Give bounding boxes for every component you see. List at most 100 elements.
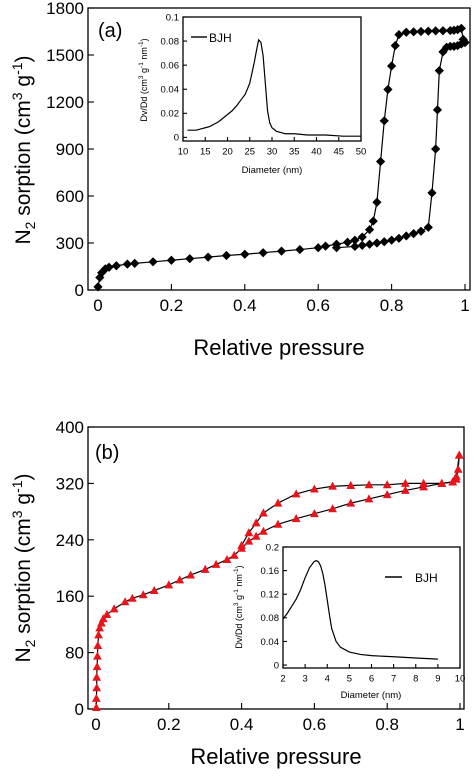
- panel-a-xtick-label: 0.6: [306, 296, 330, 315]
- panel-a-series-0-point: [221, 250, 232, 261]
- panel-a-series-1-point: [431, 144, 441, 154]
- panel-a-series-0-point: [342, 237, 353, 247]
- panel-b-xtick-label: 0: [91, 715, 100, 734]
- panel-a-inset-ytick-label: 0.1: [166, 12, 179, 23]
- panel-b-series-1-point: [237, 540, 246, 549]
- panel-b-series-1-point: [310, 484, 319, 493]
- panel-b-series-1-point: [273, 498, 283, 507]
- panel-a-series-0-point: [93, 282, 103, 292]
- panel-b-series-0-point: [92, 662, 102, 671]
- panel-b-xtick-label: 0.2: [157, 715, 181, 734]
- panel-b-series-0-point: [401, 485, 410, 494]
- panel-b-inset-legend: BJH: [415, 571, 438, 585]
- panel-a-series-0-point: [364, 225, 375, 235]
- panel-a-ytick-label: 300: [56, 234, 84, 253]
- panel-b-series-0-point: [259, 526, 268, 535]
- panel-a-inset: 10 15 20 25 30 35 40 45 50 0 0.02 0.04 0.06 0.08 0.1 B…: [138, 12, 366, 176]
- panel-a-series-0-point: [379, 116, 389, 126]
- panel-b-inset-xtick-label: 9: [435, 674, 440, 685]
- panel-a-series-0-point: [383, 84, 393, 95]
- panel-b-data: [91, 450, 464, 712]
- panel-a-inset-bjh-line: [187, 38, 361, 137]
- panel-b-inset-xtick-label: 8: [413, 674, 418, 685]
- panel-a-series-0-point: [423, 26, 433, 36]
- panel-b-xtick-label: 0.4: [230, 715, 254, 734]
- panel-b-ytick-label: 0: [75, 700, 84, 719]
- panel-b-ytick-label: 160: [56, 587, 84, 606]
- panel-b-series-1-point: [448, 477, 458, 486]
- panel-a-series-1-point: [394, 233, 404, 243]
- panel-a-series-1-point: [409, 229, 419, 239]
- panel-a-series-1-point: [364, 239, 375, 249]
- panel-a-series-0-point: [111, 261, 121, 271]
- panel-b-series-0-point: [93, 651, 102, 660]
- panel-b-series-0-point: [128, 593, 137, 602]
- panel-a-series-0-point: [166, 255, 176, 265]
- panel-b-series-0-point: [175, 575, 185, 584]
- panel-b-inset-ytick-label: 0.12: [261, 590, 280, 601]
- panel-a-xlabel: Relative pressure: [193, 335, 364, 360]
- panel-a-series-0-point: [458, 34, 468, 44]
- panel-a-inset-xtick-label: 35: [289, 147, 300, 158]
- panel-a-series-1-point: [416, 226, 426, 236]
- panel-a-series-0-point: [258, 248, 268, 258]
- panel-b-series-0-point: [328, 504, 337, 513]
- panel-a-inset-legend: BJH: [209, 31, 232, 45]
- panel-a-series-0-point: [438, 26, 448, 36]
- panel-b-series-0-point: [186, 570, 196, 579]
- panel-a-xtick-label: 0.8: [380, 296, 404, 315]
- panel-a-inset-ytick-label: 0.02: [161, 109, 180, 120]
- panel-a-series-1-point: [357, 240, 367, 250]
- panel-a-series-1-point: [331, 243, 342, 253]
- panel-a-series-0-point: [350, 235, 360, 245]
- panel-b-series-0-point: [364, 494, 374, 503]
- panel-b-inset-ylabel: Dv/Dd (cm3 g-1 nm-1): [233, 565, 244, 648]
- panel-a-inset-ytick-label: 0: [174, 133, 179, 144]
- panel-a-data: [93, 23, 470, 292]
- panel-b-inset-ytick-label: 0.04: [261, 637, 280, 648]
- panel-a-xtick-label: 0.4: [233, 296, 257, 315]
- panel-a-series-0-point: [372, 197, 382, 207]
- panel-a-series-0-point: [122, 259, 132, 269]
- panel-b-series-0-point: [244, 536, 254, 545]
- panel-b-xlabel: Relative pressure: [190, 744, 361, 769]
- panel-b-inset-ticks: 2 3 4 5 6 7 8 9 10 0 0.04 0.08 0.12 0.16 0.2: [261, 542, 466, 684]
- panel-b-series-0-point: [251, 531, 261, 540]
- panel-b-series-0-point: [222, 554, 232, 563]
- panel-b-series-1-point: [437, 478, 447, 487]
- panel-a-series-0-point: [148, 257, 158, 267]
- panel-b-ytick-label: 80: [65, 644, 84, 663]
- panel-b-series-1-point: [364, 480, 374, 489]
- panel-b-xtick-label: 1: [455, 715, 464, 734]
- panel-a-xtick-label: 1: [460, 296, 469, 315]
- panel-a-ytick-label: 0: [75, 281, 84, 300]
- panel-b-inset-frame: [282, 546, 461, 669]
- panel-a-series-0-point: [390, 41, 400, 51]
- panel-b-series-0-point: [98, 614, 108, 623]
- panel-a-series-0-point: [456, 23, 466, 33]
- panel-b-inset: 2 3 4 5 6 7 8 9 10 0 0.04 0.08 0.12 0.16 0.2 BJH Diame…: [233, 542, 465, 701]
- panel-b-series-0-point: [109, 604, 119, 613]
- panel-b-inset-ytick-label: 0.16: [261, 566, 280, 577]
- panel-a-inset-ytick-label: 0.06: [161, 60, 180, 71]
- panel-a-series-0-point: [368, 216, 378, 226]
- panel-a-series-1-point: [442, 42, 452, 52]
- panel-a-series-1-point: [401, 231, 411, 241]
- panel-a-series-0-point: [313, 243, 323, 253]
- panel-a-series-1-point: [387, 235, 397, 245]
- panel-a-series-0-point: [276, 246, 287, 256]
- panel-a-series-0-point: [431, 26, 441, 36]
- panel-b-series-0-point: [120, 597, 130, 606]
- panel-a-inset-xtick-label: 50: [356, 147, 367, 158]
- panel-b-ylabel: N2 sorption (cm3 g-1): [9, 473, 38, 662]
- panel-a-series-0-point: [409, 27, 419, 37]
- panel-b-inset-ytick-label: 0: [274, 660, 279, 671]
- panel-b-series-0-point: [211, 559, 221, 568]
- panel-a-inset-ylabel: Dv/Dd (cm3 g-1 nm-1): [138, 38, 149, 121]
- panel-a-series-1-point: [350, 241, 360, 252]
- panel-b-frame: [87, 426, 465, 710]
- panel-b-inset-data: [282, 559, 438, 660]
- panel-b-inset-xtick-label: 5: [347, 674, 352, 685]
